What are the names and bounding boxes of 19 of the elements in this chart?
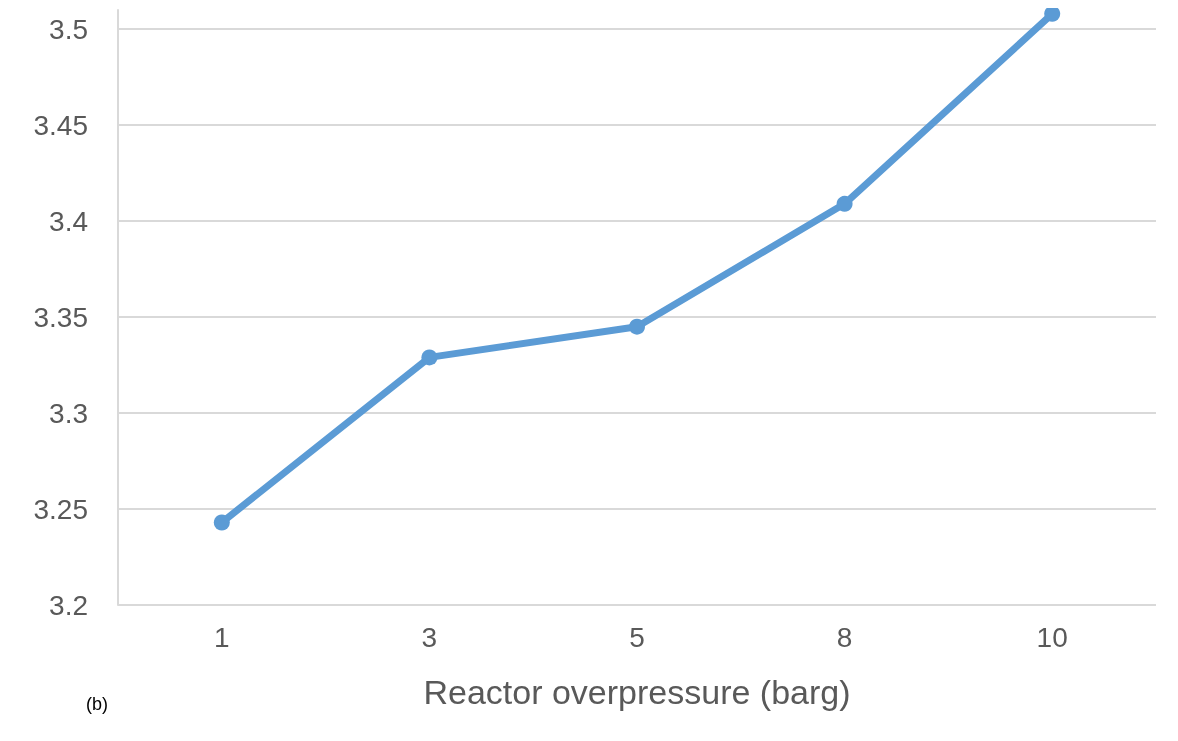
point	[1044, 8, 1061, 22]
y-tick-label: 3.5	[49, 13, 88, 45]
x-tick-label: 8	[836, 621, 853, 653]
x-tick-label: 3	[421, 621, 438, 653]
y-tick-label: 3.35	[33, 301, 88, 333]
y-tick-label: 3.45	[33, 109, 88, 141]
x-tick-label: 10	[1036, 621, 1068, 653]
x-tick-label: 5	[629, 621, 645, 653]
y-tick-label: 3.3	[49, 397, 88, 429]
y-tick-label: 3.2	[49, 589, 88, 621]
y-tick-label: 3.25	[33, 493, 88, 525]
point	[421, 349, 438, 366]
x-axis-title: Reactor overpressure (barg)	[423, 673, 851, 711]
point	[629, 318, 645, 335]
y-tick-label: 3.4	[49, 205, 88, 237]
text: (b)	[86, 694, 108, 714]
point	[213, 514, 230, 531]
point	[836, 195, 853, 212]
x-tick-label: 1	[214, 621, 230, 653]
